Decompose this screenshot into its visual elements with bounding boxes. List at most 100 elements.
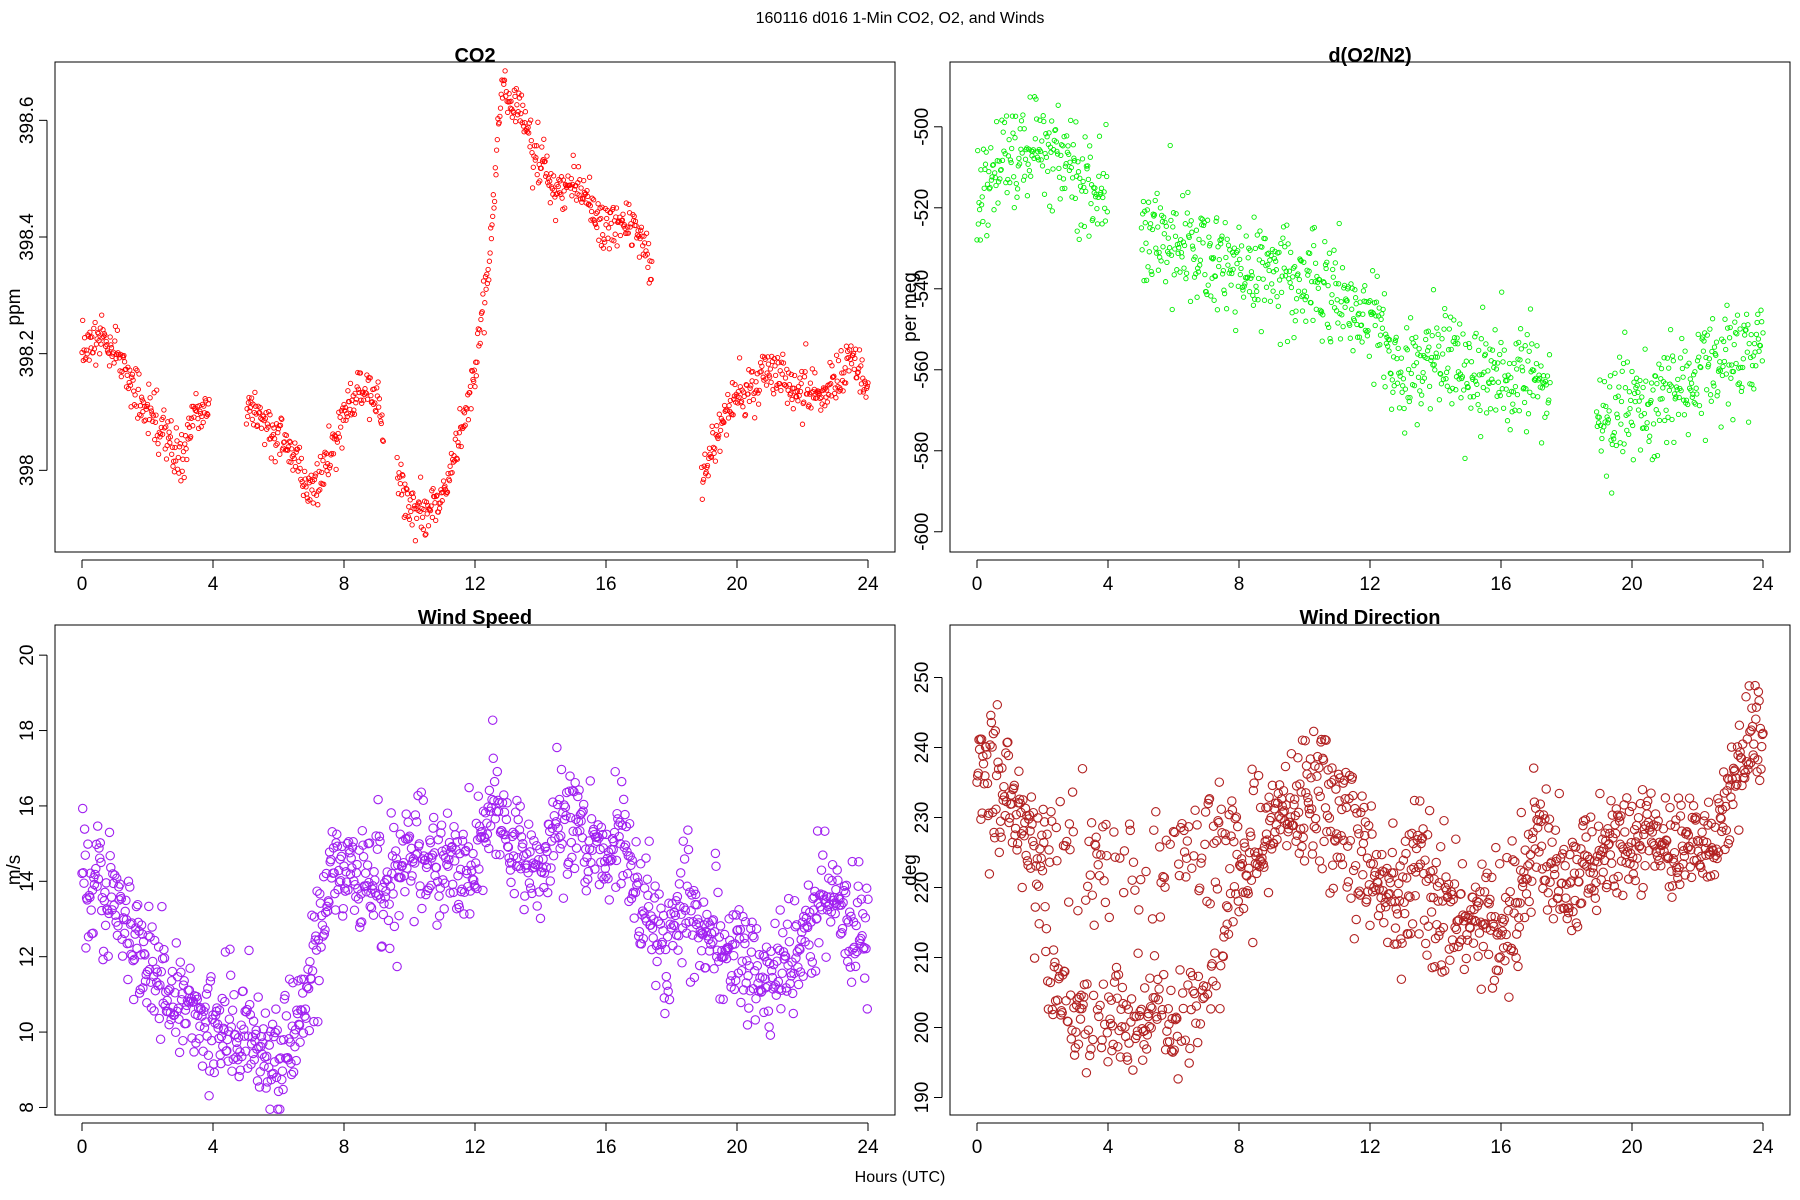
data-point xyxy=(204,1091,214,1101)
data-point xyxy=(159,431,166,437)
data-point xyxy=(850,350,857,357)
data-point xyxy=(810,395,817,401)
data-point xyxy=(1085,163,1091,169)
data-point xyxy=(1324,321,1331,327)
data-point xyxy=(524,126,530,132)
data-point xyxy=(1491,364,1497,371)
data-point xyxy=(1693,385,1699,391)
data-point xyxy=(1147,914,1158,924)
data-point xyxy=(785,387,791,393)
data-point xyxy=(1151,807,1161,817)
data-point xyxy=(1075,159,1081,165)
data-point xyxy=(1255,802,1266,813)
data-point xyxy=(1747,354,1754,361)
data-point xyxy=(1206,243,1213,249)
data-point xyxy=(400,473,406,479)
data-point xyxy=(507,831,518,842)
data-point xyxy=(1680,870,1690,880)
data-point xyxy=(542,158,548,165)
data-point xyxy=(797,388,804,395)
data-point xyxy=(1600,402,1606,409)
data-point xyxy=(1205,899,1215,909)
data-point xyxy=(1723,371,1729,377)
y-tick-label: 398.6 xyxy=(17,97,38,145)
data-point xyxy=(1125,825,1136,836)
data-point xyxy=(1135,1006,1145,1017)
data-point xyxy=(1586,883,1597,893)
data-point xyxy=(1289,794,1300,805)
data-point xyxy=(180,1005,191,1015)
data-point xyxy=(166,976,177,986)
data-point xyxy=(1004,189,1010,196)
data-point xyxy=(1643,817,1654,828)
data-point xyxy=(1607,384,1613,390)
data-point xyxy=(1653,816,1663,826)
data-point xyxy=(632,880,642,890)
data-point xyxy=(519,904,529,915)
data-point xyxy=(429,848,440,858)
data-point xyxy=(772,363,778,369)
data-point xyxy=(140,976,151,986)
data-point xyxy=(1396,974,1407,985)
data-point xyxy=(1249,778,1259,788)
data-point xyxy=(1504,992,1514,1002)
data-point xyxy=(991,804,1001,815)
data-point xyxy=(1650,421,1657,427)
data-point xyxy=(757,972,768,982)
data-point xyxy=(1326,324,1332,331)
data-point xyxy=(1166,245,1173,251)
data-point xyxy=(250,1029,261,1040)
data-point xyxy=(634,926,645,937)
data-point xyxy=(1456,935,1467,945)
data-point xyxy=(1329,292,1335,298)
x-tick-label: 0 xyxy=(972,1137,983,1158)
data-point xyxy=(133,403,140,409)
data-point xyxy=(1184,1058,1194,1068)
data-point xyxy=(1566,925,1577,936)
data-point xyxy=(530,164,536,170)
data-point xyxy=(1603,403,1609,410)
data-point xyxy=(1663,852,1674,863)
data-point xyxy=(820,826,830,836)
data-point xyxy=(1524,331,1530,338)
data-point xyxy=(141,418,147,424)
data-point xyxy=(1127,875,1137,885)
data-point xyxy=(638,224,645,230)
data-point xyxy=(286,1058,296,1068)
data-point xyxy=(1214,777,1225,787)
data-point xyxy=(1263,284,1270,290)
data-point xyxy=(310,935,320,945)
data-point xyxy=(1484,387,1490,393)
data-point xyxy=(1434,325,1440,331)
data-point xyxy=(558,893,569,903)
data-point xyxy=(1394,380,1401,386)
data-point xyxy=(1049,208,1055,214)
data-point xyxy=(818,850,828,860)
data-point xyxy=(1086,818,1097,828)
data-point xyxy=(1452,340,1458,347)
data-point xyxy=(1633,831,1643,841)
data-point xyxy=(700,476,707,483)
data-point xyxy=(1291,836,1301,847)
data-point xyxy=(1635,798,1646,809)
data-point xyxy=(1536,841,1547,852)
data-point xyxy=(1327,763,1337,773)
data-point xyxy=(1392,909,1403,919)
data-point xyxy=(617,232,624,239)
data-point xyxy=(1328,339,1334,345)
data-point xyxy=(599,204,605,210)
data-point xyxy=(134,988,145,998)
data-point xyxy=(1523,386,1529,392)
data-point xyxy=(1049,118,1055,124)
data-point xyxy=(1643,378,1649,384)
data-point xyxy=(710,444,717,451)
data-point xyxy=(142,998,152,1008)
data-point xyxy=(1462,455,1468,462)
data-point xyxy=(1416,838,1426,849)
data-point xyxy=(798,380,804,387)
data-point xyxy=(301,1013,311,1024)
data-point xyxy=(776,1004,786,1014)
data-point xyxy=(281,1011,292,1021)
data-point xyxy=(1143,277,1150,283)
data-point xyxy=(1668,854,1679,864)
